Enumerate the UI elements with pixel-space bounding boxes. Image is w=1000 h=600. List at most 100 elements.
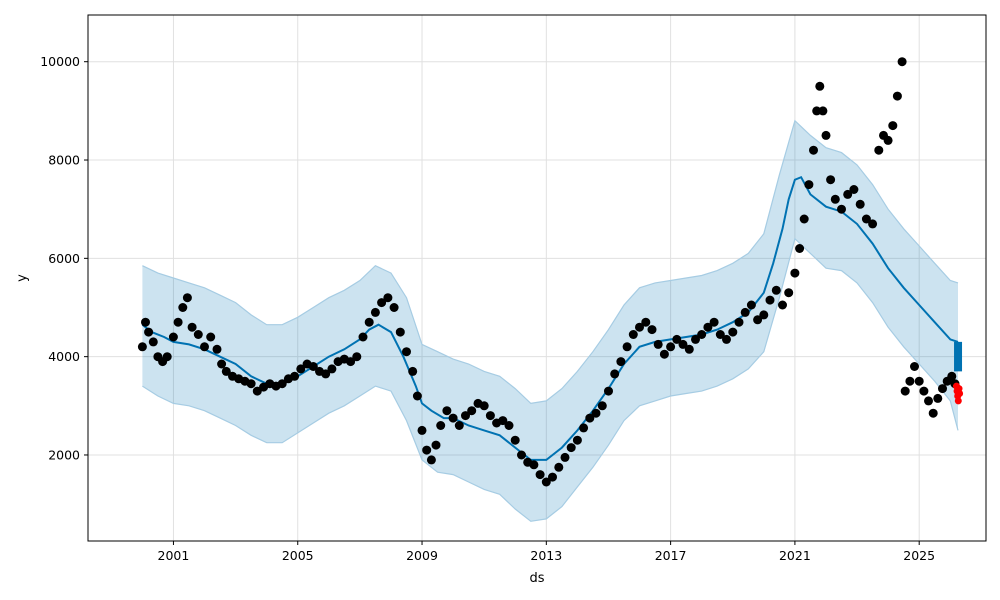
observed-point [193,330,203,339]
observed-point [137,342,147,352]
observed-point [697,330,707,339]
observed-point [548,472,557,482]
observed-point [616,357,626,367]
y-tick-label: 2000 [48,447,80,462]
observed-point [610,369,620,379]
observed-point [703,322,713,332]
observed-point [308,362,318,371]
observed-point [221,366,231,376]
observed-point [855,199,865,209]
observed-point [790,268,800,278]
observed-point [560,452,570,462]
observed-point [914,376,924,386]
y-axis-label: y [15,274,30,282]
observed-point [370,307,380,317]
x-tick-label: 2009 [406,548,438,563]
x-tick-label: 2017 [655,548,687,563]
observed-point [938,384,947,394]
observed-point [771,285,781,295]
observed-point [641,317,651,327]
observed-point [426,455,436,465]
observed-point [746,300,756,310]
x-axis-ticks: 2001 2005 2009 2013 2017 2021 2025 [158,541,935,563]
observed-point [691,334,700,344]
observed-point [212,344,222,354]
observed-point [541,477,551,487]
y-tick-label: 8000 [48,153,80,168]
observed-point [535,470,545,480]
observed-point [591,408,601,418]
observed-point [346,357,356,367]
observed-point [383,293,393,303]
observed-point [144,327,154,337]
forecast-interval-lower [142,237,959,522]
observed-point [327,364,337,374]
observed-point [498,416,508,426]
observed-point [422,445,432,455]
observed-point [740,307,750,317]
observed-point [604,386,613,396]
observed-point [933,393,943,403]
y-tick-label: 10000 [40,54,80,69]
observed-point [818,106,828,116]
observed-point [178,303,188,312]
observed-point [678,339,688,349]
observed-point [734,317,744,327]
observed-point [187,322,197,332]
observed-point [597,401,607,411]
observed-point [377,298,387,308]
observed-point [442,406,452,416]
observed-point [389,303,399,312]
x-tick-label: 2005 [282,548,314,563]
y-axis-ticks: 2000 4000 6000 8000 10000 [40,54,88,462]
x-axis-label: ds [529,571,544,586]
observed-point [659,349,669,359]
observed-point [843,189,853,199]
observed-point [162,352,172,362]
observed-point [815,81,825,91]
observed-point [554,462,564,472]
x-tick-label: 2025 [903,548,935,563]
test-point [956,390,964,397]
observed-point [905,376,915,386]
observed-point [168,332,178,342]
plot-frame [87,14,987,542]
y-tick-label: 6000 [48,251,80,266]
observed-point [467,406,477,416]
observed-point [715,330,725,339]
observed-point [461,411,470,421]
observed-point [358,332,368,342]
observed-point [784,288,794,298]
observed-point [809,145,818,155]
observed-point [182,293,192,303]
observed-point [504,421,514,430]
observed-point [861,214,871,224]
observed-point [728,327,738,337]
observed-point [529,460,539,470]
observed-points [137,57,960,487]
observed-point [883,135,893,145]
test-point [954,397,962,405]
observed-point [517,450,526,460]
observed-point [804,180,814,190]
observed-point [290,371,300,381]
observed-point [206,332,216,342]
observed-point [910,362,919,371]
observed-point [579,423,589,433]
observed-point [395,327,405,337]
observed-point [830,194,840,204]
observed-point [479,401,489,411]
observed-point [778,300,787,310]
observed-point [635,322,644,332]
observed-point [868,219,878,229]
observed-point [431,440,441,450]
observed-point [919,386,929,396]
x-tick-label: 2021 [779,548,811,563]
observed-point [647,325,657,335]
observed-point [812,106,822,116]
observed-point [622,342,632,352]
observed-point [849,185,859,194]
observed-point [321,369,331,379]
observed-point [277,379,287,389]
